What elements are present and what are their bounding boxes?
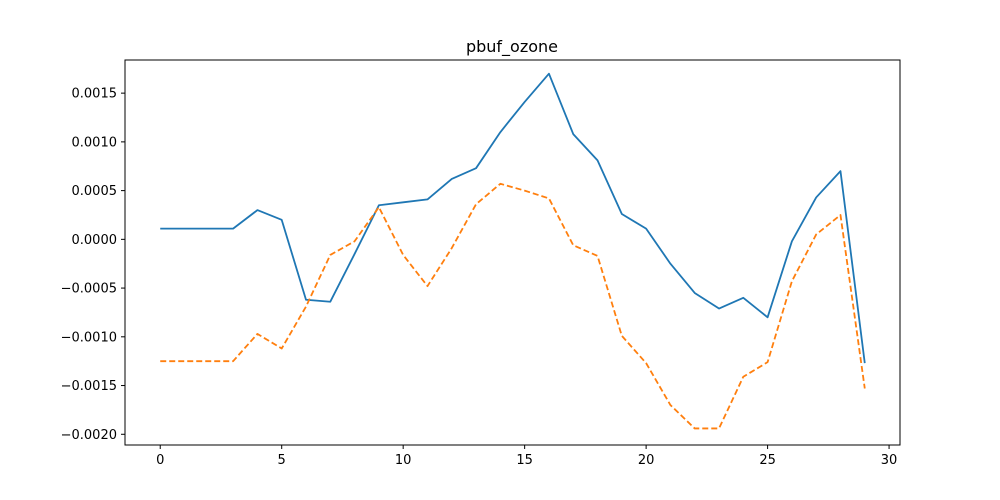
y-tick-label: 0.0000 (72, 233, 118, 248)
x-tick-label: 25 (759, 453, 776, 468)
series-layer (160, 72, 866, 430)
y-tick-label: 0.0015 (72, 87, 118, 102)
x-tick-label: 0 (156, 453, 164, 468)
x-tick-label: 30 (881, 453, 898, 468)
x-tick-label: 20 (638, 453, 655, 468)
y-tick-label: −0.0020 (61, 428, 117, 443)
plot-area-frame (124, 59, 901, 446)
x-axis: 0 5 10 15 20 25 30 (156, 445, 897, 468)
y-tick-label: −0.0010 (61, 330, 117, 345)
series-line-2 (160, 182, 866, 430)
y-tick-label: −0.0005 (61, 282, 117, 297)
series-line-1 (160, 72, 866, 364)
x-tick-label: 10 (395, 453, 412, 468)
x-tick-label: 5 (278, 453, 286, 468)
chart-title: pbuf_ozone (466, 37, 558, 57)
x-tick-label: 15 (516, 453, 533, 468)
y-tick-label: −0.0015 (61, 379, 117, 394)
y-tick-label: 0.0010 (72, 135, 118, 150)
y-axis: 0.0015 0.0010 0.0005 0.0000 −0.0005 −0.0010 −0… (61, 87, 125, 443)
y-tick-label: 0.0005 (72, 184, 118, 199)
